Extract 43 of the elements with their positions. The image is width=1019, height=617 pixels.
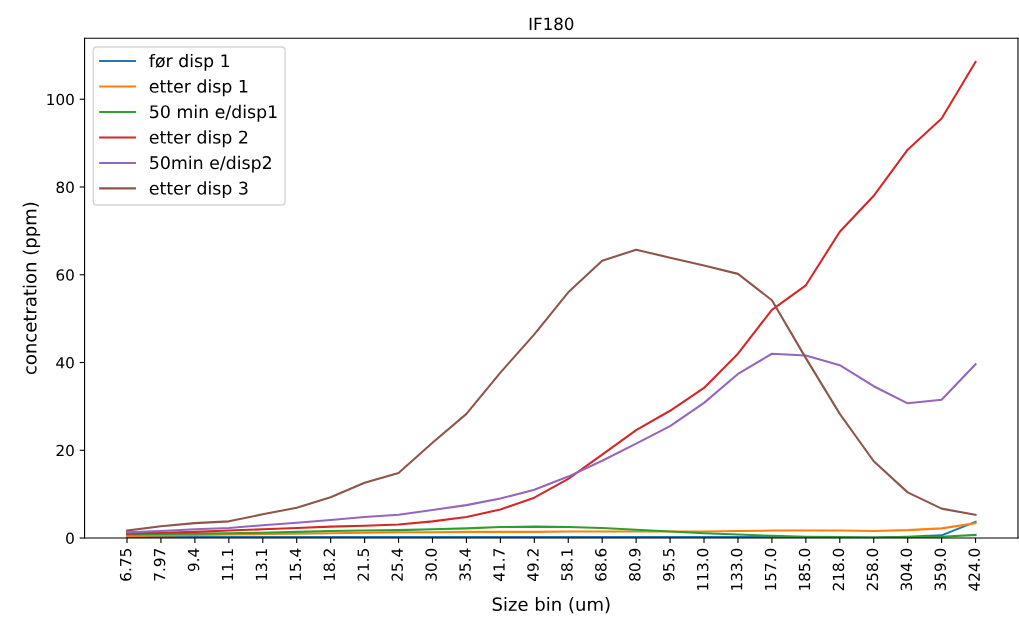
y-tick-label: 0 [66,532,74,545]
x-tick-label: 95.5 [662,549,675,581]
x-tick-label: 30.0 [425,548,437,581]
x-tick-label: 25.4 [391,548,403,581]
legend-label: etter disp 3 [149,181,248,199]
x-tick-label: 113.0 [696,548,709,590]
x-tick-label: 9.4 [187,548,200,572]
chart-title: IF180 [529,17,574,31]
x-tick-label: 35.4 [459,548,471,581]
x-tick-label: 424.0 [968,548,980,591]
x-tick-label: 359.0 [934,548,947,591]
x-tick-label: 49.2 [527,549,539,582]
y-axis-title: concetration (ppm) [22,202,41,375]
line-series [125,248,977,532]
x-tick-label: 13.1 [255,549,268,581]
x-tick-label: 11.1 [221,549,234,581]
x-tick-label: 6.75 [119,549,132,581]
y-tick-label: 60 [56,269,74,281]
legend-label: etter disp 2 [149,130,248,148]
x-tick-label: 21.5 [357,549,370,581]
x-tick-label: 80.9 [629,548,641,581]
y-tick-label: 80 [56,181,74,194]
x-tick-label: 58.1 [561,549,573,581]
x-tick-label: 7.97 [153,549,166,581]
x-tick-label: 15.4 [289,548,302,581]
x-tick-label: 68.6 [595,548,607,581]
x-tick-label: 218.0 [832,548,845,591]
x-axis-title: Size bin (um) [492,597,610,614]
x-tick-label: 41.7 [493,549,505,582]
legend-label: etter disp 1 [149,79,248,97]
y-tick-label: 20 [56,444,74,457]
x-tick-label: 258.0 [866,548,879,591]
x-tick-label: 185.0 [798,548,811,590]
x-tick-label: 157.0 [764,548,777,590]
x-tick-label: 133.0 [730,548,743,590]
legend-label: 50 min e/disp1 [150,104,277,122]
line-series [125,352,977,534]
x-tick-label: 304.0 [900,548,913,591]
y-tick-label: 100 [47,93,74,106]
y-tick-label: 40 [56,356,74,369]
legend-label: før disp 1 [149,53,230,71]
x-tick-label: 18.2 [323,549,336,581]
legend-label: 50min e/disp2 [150,155,271,173]
